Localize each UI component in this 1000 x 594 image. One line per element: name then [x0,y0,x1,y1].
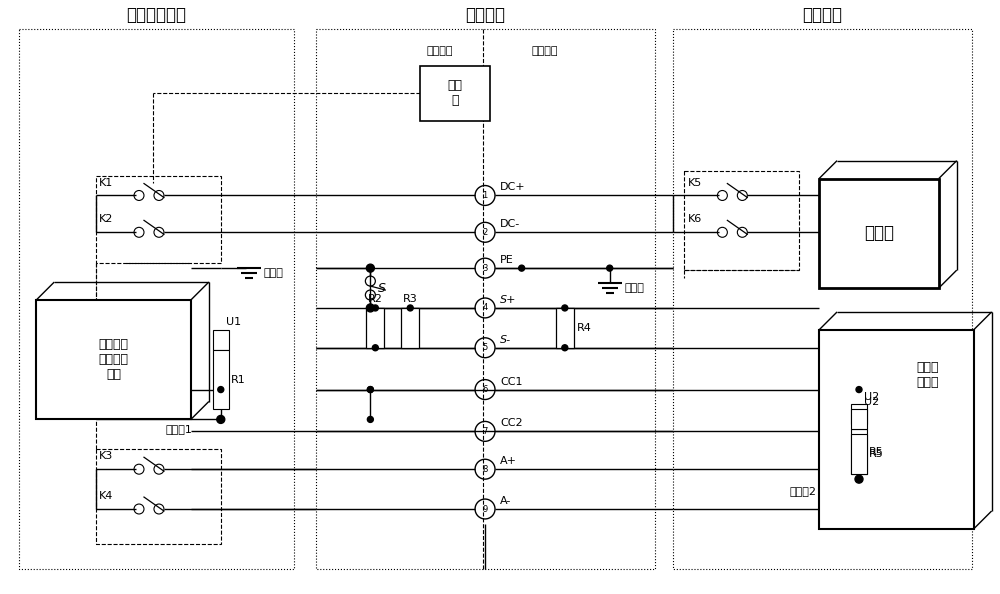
Circle shape [218,387,224,393]
Text: DC-: DC- [500,219,520,229]
Text: K2: K2 [99,214,113,225]
Text: R5: R5 [869,447,884,457]
Text: K3: K3 [99,451,113,461]
Text: 车身地: 车身地 [625,283,645,293]
Text: K6: K6 [687,214,702,225]
Circle shape [217,415,225,424]
Text: 3: 3 [482,264,488,273]
Text: R1: R1 [231,375,246,384]
Text: K1: K1 [99,178,113,188]
Text: 车辆接口: 车辆接口 [465,7,505,24]
Circle shape [372,345,378,350]
Bar [36,300,191,419]
Bar [819,179,939,288]
Bar [316,29,655,568]
Text: A-: A- [500,496,511,506]
Text: 车辆控
制装置: 车辆控 制装置 [916,361,939,388]
Circle shape [367,387,373,393]
Text: 非车载充
电机控制
装置: 非车载充 电机控制 装置 [99,338,129,381]
Text: 6: 6 [482,385,488,394]
Text: U1: U1 [226,317,241,327]
Circle shape [367,265,373,271]
Text: 7: 7 [482,427,488,436]
Circle shape [407,305,413,311]
Bar [556,308,574,347]
Text: 9: 9 [482,504,488,513]
Text: 非车载充电机: 非车载充电机 [126,7,186,24]
Text: 5: 5 [482,343,488,352]
Text: DC+: DC+ [500,182,526,192]
Circle shape [372,305,378,311]
Text: 检测点2: 检测点2 [789,486,816,496]
Bar [401,308,419,347]
Text: R3: R3 [403,294,418,304]
Bar [851,434,867,474]
Text: 4: 4 [482,304,488,312]
Text: 1: 1 [482,191,488,200]
Circle shape [607,265,613,271]
Circle shape [855,475,863,483]
Text: 电动汽车: 电动汽车 [802,7,842,24]
Bar [96,449,221,544]
Circle shape [366,304,374,312]
Bar [673,29,972,568]
Text: S-: S- [500,335,511,345]
Text: 设备地: 设备地 [264,268,284,278]
Text: K5: K5 [687,178,702,188]
Text: PE: PE [500,255,514,265]
Bar [96,176,221,263]
Text: K4: K4 [99,491,113,501]
Text: S+: S+ [500,295,516,305]
Text: 车辆插头: 车辆插头 [427,46,453,56]
Circle shape [367,416,373,422]
Text: R2: R2 [368,294,383,304]
Circle shape [366,264,374,272]
Bar [213,350,229,409]
Text: U2: U2 [864,397,879,407]
Text: R5: R5 [869,449,884,459]
Text: CC2: CC2 [500,418,523,428]
Text: R4: R4 [577,323,592,333]
Circle shape [562,305,568,311]
Bar [819,330,974,529]
Circle shape [367,387,373,393]
Text: U2: U2 [864,391,879,402]
Text: 电子
锁: 电子 锁 [448,80,463,108]
Circle shape [856,387,862,393]
Text: CC1: CC1 [500,377,522,387]
Text: 8: 8 [482,465,488,473]
Circle shape [562,345,568,350]
Bar [851,409,867,429]
Text: 车辆插座: 车辆插座 [532,46,558,56]
Bar [213,330,229,350]
Bar [851,429,867,474]
Text: 2: 2 [482,228,488,237]
Bar [684,170,799,270]
Circle shape [519,265,525,271]
Bar [19,29,294,568]
Text: 电池包: 电池包 [864,225,894,242]
Text: A+: A+ [500,456,517,466]
Bar [420,66,490,121]
Bar [366,308,384,347]
Text: 检测点1: 检测点1 [166,424,193,434]
Bar [851,405,867,424]
Text: S: S [378,282,386,295]
